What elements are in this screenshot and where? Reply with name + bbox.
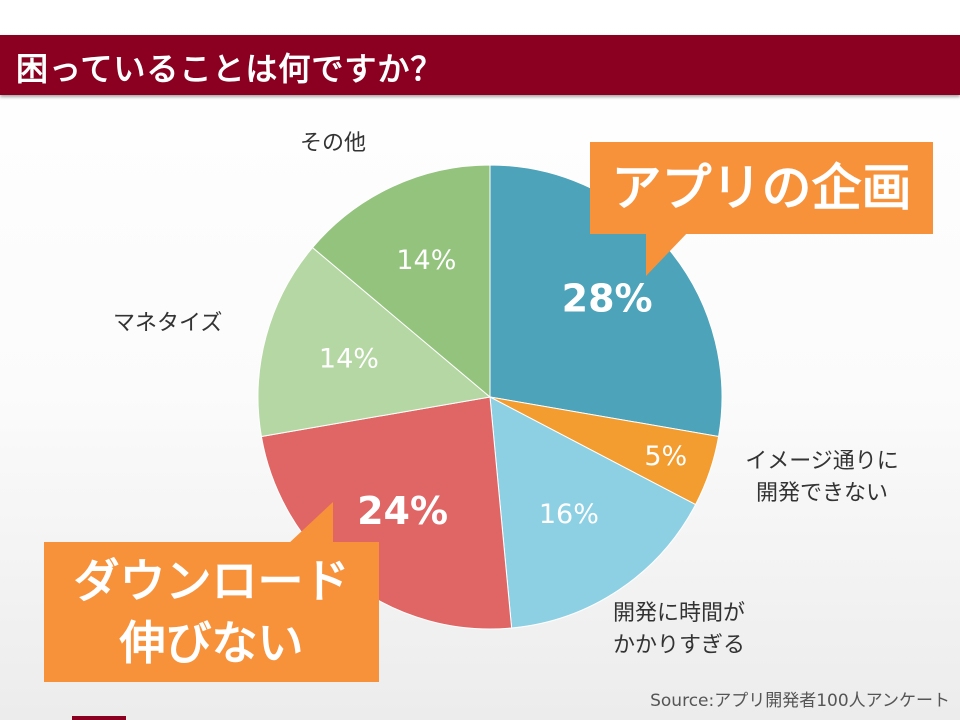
pie-slice-value-label: 14% — [396, 245, 456, 276]
callout-planning: アプリの企画 — [590, 142, 933, 234]
footer-accent — [72, 716, 126, 720]
callout-download-line1: ダウンロード — [73, 554, 350, 608]
label-dev-time: 開発に時間が かかりすぎる — [613, 598, 745, 662]
pie-slice-value-label: 5% — [644, 441, 687, 472]
label-monetize: マネタイズ — [113, 311, 223, 336]
page-title: 困っていることは何ですか？ — [16, 50, 444, 88]
label-image-mismatch-line2: 開発できない — [755, 481, 888, 506]
pie-slice-value-label: 28% — [562, 276, 653, 320]
pie-slice-value-label: 14% — [319, 343, 379, 374]
label-image-mismatch-line1: イメージ通りに — [745, 449, 899, 474]
pie-slice — [311, 164, 491, 399]
callout-download: ダウンロード 伸びない — [44, 542, 379, 682]
pie-slice — [257, 246, 492, 438]
pie-slice-value-label: 24% — [357, 489, 448, 533]
label-other: その他 — [300, 131, 367, 156]
title-bar: 困っていることは何ですか？ — [0, 35, 960, 95]
pie-slice-value-label: 16% — [539, 499, 599, 530]
callout-planning-tail — [646, 230, 690, 276]
callout-download-line2: 伸びない — [119, 616, 304, 670]
source-note: Source:アプリ開発者100人アンケート — [650, 691, 950, 711]
label-dev-time-line1: 開発に時間が — [613, 601, 746, 626]
label-image-mismatch: イメージ通りに 開発できない — [737, 446, 907, 510]
callout-download-tail — [288, 502, 333, 544]
pie-slice — [489, 396, 697, 629]
label-dev-time-line2: かかりすぎる — [613, 633, 746, 658]
